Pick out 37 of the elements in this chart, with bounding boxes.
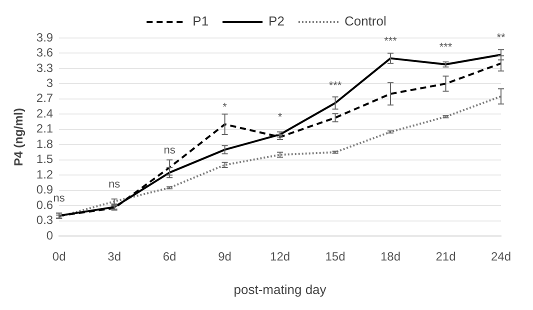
annotation: ns — [53, 192, 66, 205]
legend-label: Control — [344, 14, 386, 29]
y-axis-title: P4 (ng/ml) — [12, 108, 26, 166]
annotation: ** — [496, 32, 506, 44]
x-tick-label: 18d — [380, 250, 401, 264]
y-tick-label: 0.6 — [36, 198, 54, 212]
y-tick-label: 0 — [46, 228, 54, 242]
y-tick-label: 3.3 — [36, 60, 54, 75]
x-tick-label: 0d — [52, 250, 66, 264]
y-tick-label: 0.3 — [36, 213, 54, 228]
annotation: * — [278, 111, 283, 124]
y-tick-label: 3.9 — [36, 30, 54, 44]
annotation: ns — [108, 178, 121, 191]
annotation: *** — [384, 35, 398, 48]
x-tick-label: 12d — [270, 250, 290, 264]
annotation: *** — [439, 41, 453, 54]
y-tick-label: 2.4 — [36, 106, 54, 120]
x-tick-label: 24d — [490, 250, 512, 264]
annotation: *** — [328, 80, 342, 92]
x-tick-label: 3d — [108, 250, 121, 264]
y-tick-label: 0.9 — [36, 182, 54, 197]
y-tick-label: 2.1 — [36, 122, 54, 136]
y-tick-label: 3.6 — [36, 46, 54, 60]
x-tick-label: 6d — [162, 250, 176, 264]
x-axis-title: post-mating day — [234, 282, 327, 297]
y-tick-label: 2.7 — [36, 91, 54, 106]
x-tick-label: 15d — [325, 250, 346, 264]
y-tick-label: 1.8 — [36, 136, 54, 151]
y-tick-label: 1.2 — [36, 167, 54, 182]
annotation: ns — [164, 144, 176, 156]
x-tick-label: 9d — [218, 250, 232, 264]
legend-label: P1 — [192, 14, 209, 29]
y-tick-label: 1.5 — [36, 152, 54, 166]
y-tick-label: 3 — [46, 76, 54, 90]
x-tick-label: 21d — [436, 250, 456, 264]
legend-label: P2 — [268, 14, 284, 29]
annotation: * — [222, 101, 228, 114]
